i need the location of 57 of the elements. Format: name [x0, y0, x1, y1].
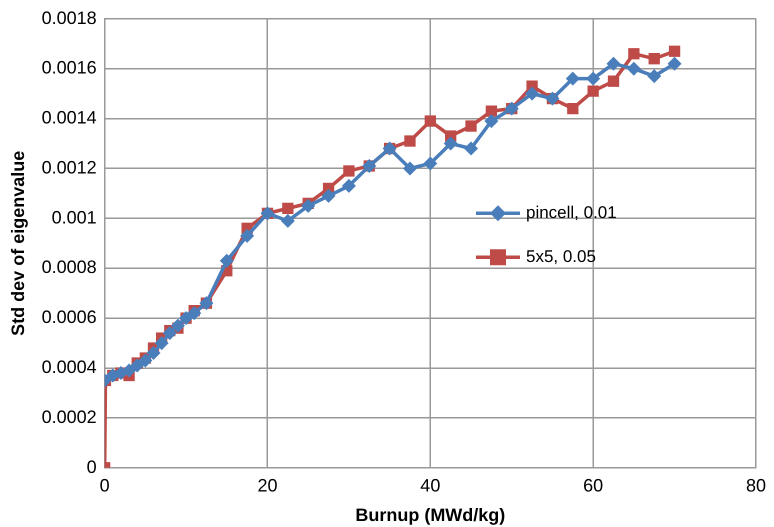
point: [608, 76, 620, 87]
x-tick-label: 40: [420, 476, 440, 496]
point: [626, 62, 641, 76]
point: [567, 102, 578, 114]
point: [162, 326, 177, 340]
y-tick-label: 0: [86, 456, 97, 477]
x-tick-label: 0: [100, 476, 110, 496]
x-axis-title: Burnup (MWd/kg): [355, 505, 506, 526]
point: [444, 136, 458, 151]
point: [138, 354, 152, 368]
point: [322, 188, 336, 203]
x-tick-label: 20: [257, 476, 278, 496]
point: [342, 178, 356, 193]
point: [668, 56, 682, 71]
point: [486, 105, 498, 117]
point: [668, 46, 680, 57]
y-tick-label: 0.0002: [42, 406, 97, 427]
y-tick-label: 0.0014: [42, 108, 97, 128]
point: [606, 56, 621, 71]
point: [484, 114, 498, 128]
x-tick-label: 80: [746, 476, 766, 496]
point: [146, 346, 161, 360]
point: [240, 228, 254, 243]
point: [220, 254, 234, 268]
point: [402, 161, 417, 176]
y-tick-label: 0.0012: [42, 157, 97, 178]
point: [465, 120, 477, 132]
point: [343, 165, 355, 177]
point: [423, 156, 438, 170]
y-tick-label: 0.0004: [42, 356, 97, 377]
point: [464, 142, 478, 156]
point: [424, 115, 436, 127]
point: [628, 48, 640, 60]
point: [301, 198, 316, 213]
point: [648, 53, 660, 64]
point: [404, 135, 416, 147]
point: [154, 336, 169, 350]
x-tick-label: 60: [583, 476, 604, 496]
point: [170, 318, 185, 333]
point: [282, 202, 294, 214]
point: [122, 364, 136, 378]
y-axis-title: Std dev of eigenvalue: [8, 150, 28, 336]
point: [130, 358, 144, 373]
y-tick-label: 0.0016: [42, 58, 97, 78]
legend-label: pincell, 0.01: [526, 202, 617, 222]
legend-label: 5x5, 0.05: [526, 246, 596, 266]
point: [588, 85, 599, 97]
point: [525, 86, 540, 101]
y-tick-label: 0.0008: [42, 257, 97, 278]
point: [187, 306, 202, 320]
point: [586, 72, 600, 86]
y-tick-label: 0.0018: [42, 8, 97, 28]
point: [647, 69, 662, 84]
y-tick-label: 0.0006: [42, 307, 97, 328]
point: [566, 72, 580, 86]
point: [280, 214, 295, 228]
y-tick-label: 0.001: [52, 207, 97, 228]
